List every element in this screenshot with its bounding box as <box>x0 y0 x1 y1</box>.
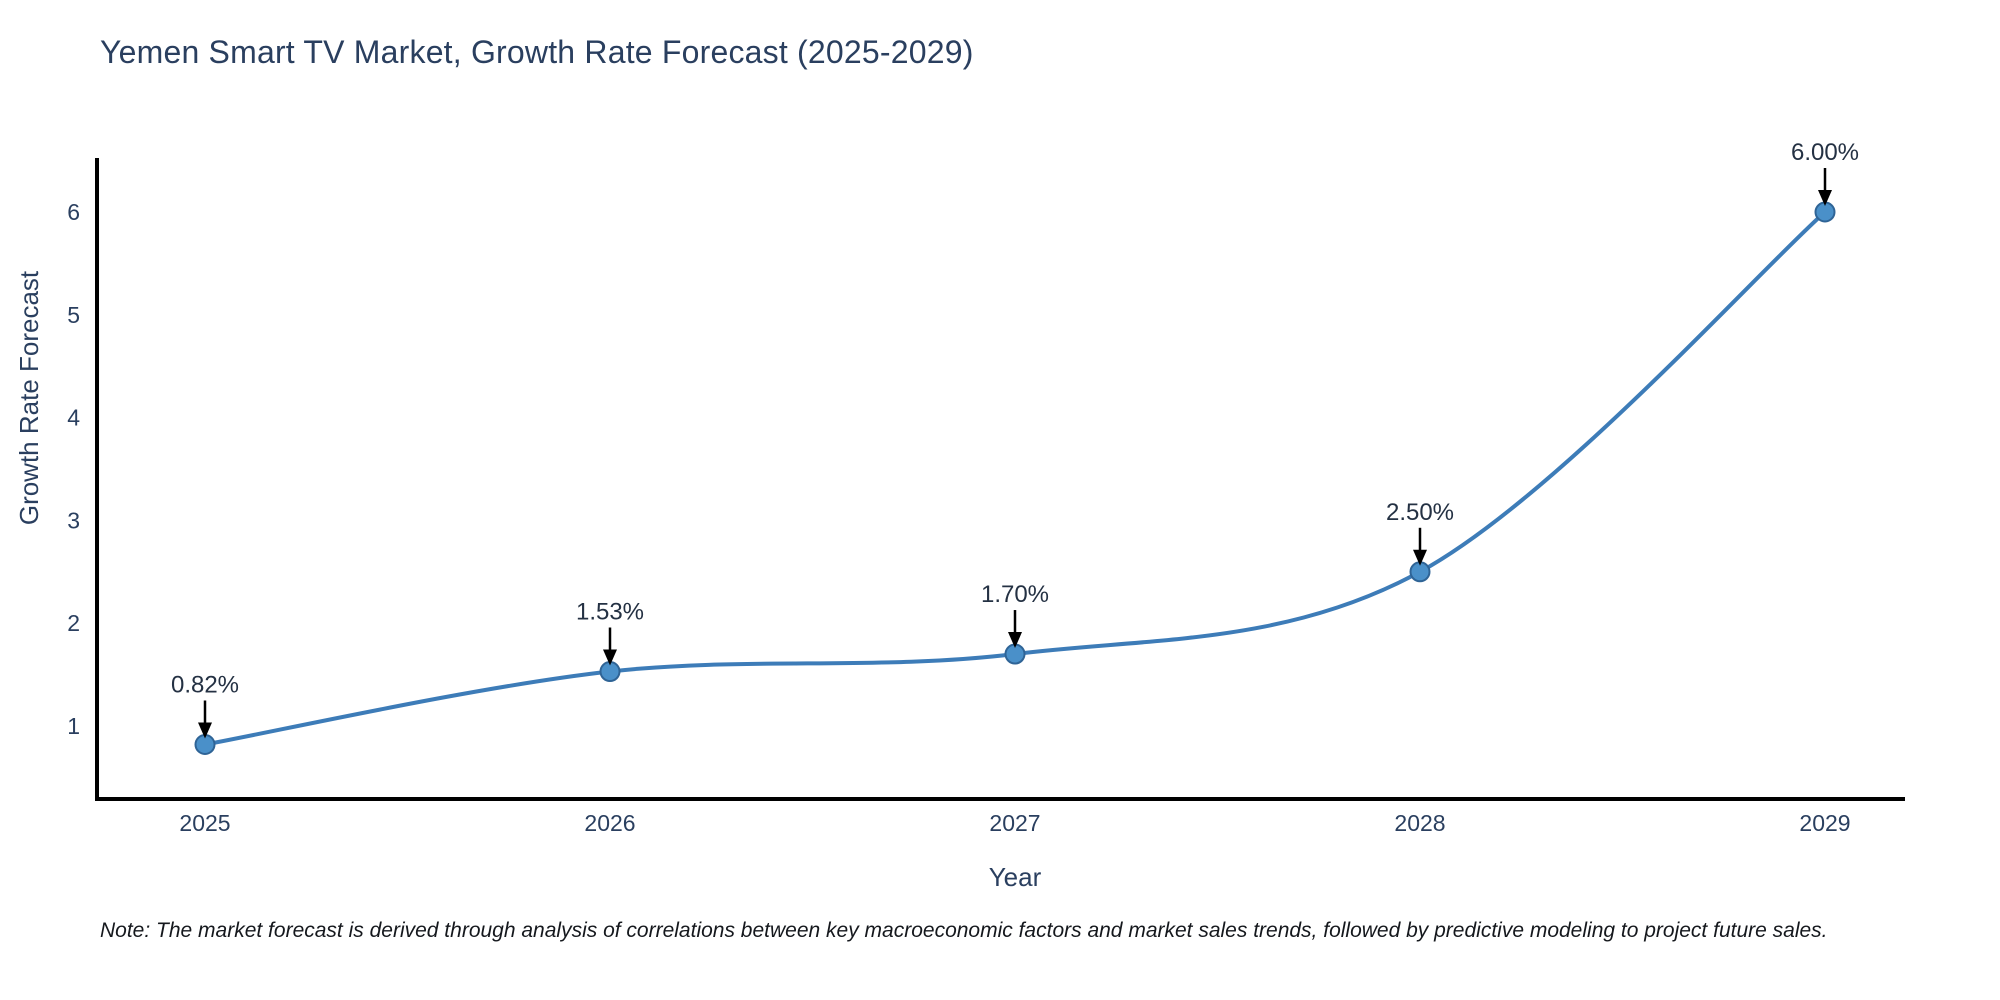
annotation-arrowhead <box>1008 632 1022 649</box>
x-tick-label: 2027 <box>989 810 1040 836</box>
x-tick-label: 2029 <box>1799 810 1850 836</box>
annotation-arrowhead <box>198 722 212 739</box>
annotation-arrowhead <box>603 649 617 666</box>
x-axis-tick-labels: 2025 2026 2027 2028 2029 <box>179 810 1850 836</box>
y-tick-label: 3 <box>67 507 80 533</box>
point-value-label: 6.00% <box>1791 139 1859 166</box>
x-tick-label: 2028 <box>1394 810 1445 836</box>
chart-title: Yemen Smart TV Market, Growth Rate Forec… <box>100 34 974 70</box>
y-tick-label: 4 <box>67 405 80 431</box>
footnote: Note: The market forecast is derived thr… <box>100 919 1828 942</box>
y-tick-label: 2 <box>67 610 80 636</box>
point-value-label: 1.53% <box>576 599 644 626</box>
data-series <box>194 201 1836 756</box>
y-tick-label: 5 <box>67 302 80 328</box>
y-axis-tick-labels: 1 2 3 4 5 6 <box>67 199 80 739</box>
point-value-label: 0.82% <box>171 672 239 699</box>
y-axis-title: Growth Rate Forecast <box>14 270 44 525</box>
x-axis-title: Year <box>989 862 1042 892</box>
annotation-arrowhead <box>1818 190 1832 206</box>
point-value-label: 1.70% <box>981 581 1049 608</box>
forecast-line <box>203 210 1827 747</box>
point-annotations: 0.82% 1.53% 1.70% 2.50% 6.00% <box>171 139 1859 739</box>
x-tick-label: 2026 <box>584 810 635 836</box>
point-value-label: 2.50% <box>1386 499 1454 526</box>
y-tick-label: 6 <box>67 199 80 225</box>
x-tick-label: 2025 <box>179 810 230 836</box>
annotation-arrowhead <box>1413 549 1427 566</box>
y-tick-label: 1 <box>67 713 80 739</box>
